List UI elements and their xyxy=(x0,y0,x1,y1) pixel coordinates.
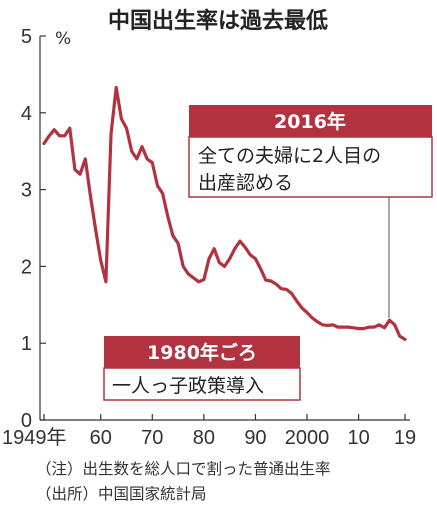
birth-rate-line xyxy=(42,85,407,341)
x-tick-label: 1949年 xyxy=(2,426,67,449)
y-tick-label: 3 xyxy=(21,180,32,202)
annotation-2016-line-1: 全ての夫婦に2人目の xyxy=(198,145,381,167)
y-tick-label: 4 xyxy=(21,103,32,125)
annotation-2016: 2016年 全ての夫婦に2人目の 出産認める xyxy=(188,105,433,198)
footnote-definition: （注）出生数を総人口で割った普通出生率 xyxy=(36,460,331,478)
annotation-2016-body-bg xyxy=(188,136,433,198)
y-tick-label: 0 xyxy=(21,410,32,432)
x-tick-label: 80 xyxy=(193,427,215,449)
chart-title: 中国出生率は過去最低 xyxy=(108,8,328,34)
x-tick-label: 10 xyxy=(347,427,369,449)
annotation-1980: 1980年ごろ 一人っ子政策導入 xyxy=(103,336,301,401)
x-axis-ticks: 1949年 60 70 80 90 2000 10 19 xyxy=(2,414,416,449)
y-tick-label: 1 xyxy=(21,333,32,355)
annotation-2016-header-bg xyxy=(189,105,432,137)
annotation-1980-heading: 1980年ごろ xyxy=(147,341,257,364)
annotation-1980-line-1: 一人っ子政策導入 xyxy=(112,375,264,397)
annotation-1980-body-bg xyxy=(103,367,301,401)
x-tick-label: 19 xyxy=(394,427,416,449)
y-tick-label: 2 xyxy=(21,256,32,278)
x-tick-label: 70 xyxy=(141,427,163,449)
annotation-2016-line-2: 出産認める xyxy=(198,172,293,194)
annotation-2016-heading: 2016年 xyxy=(274,110,346,133)
x-tick-label: 60 xyxy=(90,427,112,449)
annotation-1980-header-bg xyxy=(104,336,300,368)
x-tick-label: 90 xyxy=(244,427,266,449)
x-tick-label: 2000 xyxy=(285,427,330,449)
footnote-source: （出所）中国国家統計局 xyxy=(36,485,207,503)
y-axis-unit: % xyxy=(55,29,71,49)
y-axis-ticks: 0 1 2 3 4 5 xyxy=(21,26,46,432)
y-tick-label: 5 xyxy=(21,26,32,48)
